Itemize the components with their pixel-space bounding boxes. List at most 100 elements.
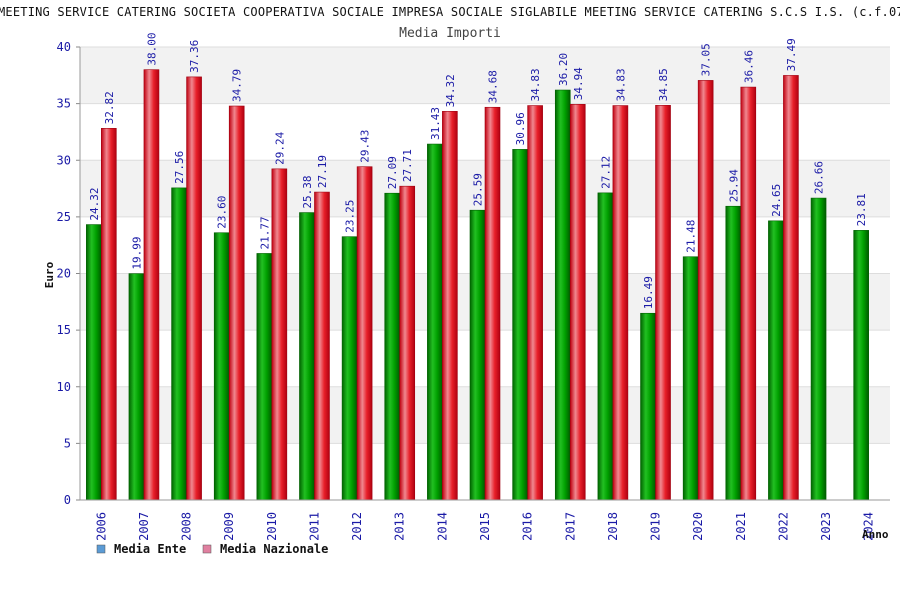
legend-swatch <box>96 544 106 554</box>
data-label: 27.56 <box>173 151 186 184</box>
bar-media-nazionale <box>612 105 629 501</box>
bar-media-ente <box>86 224 102 501</box>
x-tick-label: 2019 <box>649 512 663 541</box>
data-label: 25.59 <box>472 173 485 206</box>
data-label: 37.49 <box>785 38 798 71</box>
legend: Media Ente Media Nazionale <box>96 542 328 556</box>
data-label: 29.43 <box>359 130 372 163</box>
data-label: 29.24 <box>273 131 286 164</box>
data-label: 23.60 <box>216 196 229 229</box>
x-tick-label: 2013 <box>393 512 407 541</box>
value-labels: 24.32 32.82 19.99 38.00 27.56 37.36 23.60 34.79… <box>88 33 868 310</box>
data-label: 32.82 <box>103 91 116 124</box>
x-tick-label: 2010 <box>265 512 279 541</box>
data-label: 24.65 <box>770 184 783 217</box>
data-label: 34.32 <box>444 74 457 107</box>
bar-media-ente <box>554 89 571 501</box>
data-label: 34.79 <box>231 69 244 102</box>
bars <box>86 69 869 501</box>
bar-media-ente <box>853 230 869 501</box>
x-tick-label: 2015 <box>478 512 492 541</box>
bar-media-ente <box>171 187 187 501</box>
x-tick-label: 2023 <box>819 512 833 541</box>
bar-media-nazionale <box>697 80 714 501</box>
bar-media-ente <box>810 197 827 501</box>
data-label: 38.00 <box>145 33 158 66</box>
data-label: 21.77 <box>258 216 271 249</box>
axes: 0 5 10 15 20 25 30 35 40 2006 2007 2008 2009 2010 2011… <box>57 40 890 541</box>
bar-media-ente <box>427 143 443 501</box>
data-label: 25.38 <box>301 175 314 208</box>
y-tick-label: 30 <box>57 153 71 167</box>
bar-media-nazionale <box>399 185 416 501</box>
data-label: 36.20 <box>557 53 570 86</box>
bar-media-ente <box>725 205 742 501</box>
x-tick-label: 2022 <box>776 512 790 541</box>
bar-media-nazionale <box>569 104 586 501</box>
y-tick-label: 35 <box>57 97 71 111</box>
bar-media-nazionale <box>783 75 799 501</box>
data-label: 23.81 <box>855 193 868 226</box>
y-axis-label: Euro <box>43 261 56 288</box>
data-label: 27.09 <box>386 156 399 189</box>
data-label: 26.66 <box>813 161 826 194</box>
bar-media-nazionale <box>740 86 757 501</box>
data-label: 27.71 <box>401 149 414 182</box>
y-tick-label: 15 <box>57 323 71 337</box>
bar-media-ente <box>128 273 145 501</box>
x-tick-label: 2011 <box>307 512 321 541</box>
x-tick-label: 2024 <box>862 512 876 541</box>
y-tick-label: 40 <box>57 40 71 54</box>
data-label: 25.94 <box>727 169 740 202</box>
bar-media-ente <box>640 312 656 501</box>
header-title: MEETING SERVICE CATERING SOCIETA COOPERA… <box>0 5 900 19</box>
bar-media-nazionale <box>314 191 330 501</box>
x-tick-label: 2016 <box>521 512 535 541</box>
x-tick-label: 2018 <box>606 512 620 541</box>
data-label: 37.05 <box>700 43 713 76</box>
y-tick-label: 0 <box>64 493 71 507</box>
x-tick-label: 2007 <box>137 512 151 541</box>
x-axis-label: Anno <box>862 528 889 541</box>
data-label: 19.99 <box>130 236 143 269</box>
y-tick-label: 10 <box>57 380 71 394</box>
data-label: 24.32 <box>88 187 101 220</box>
bar-media-ente <box>384 192 401 501</box>
legend-swatch <box>202 544 212 554</box>
bar-media-ente <box>299 212 315 501</box>
bar-media-ente <box>512 149 528 501</box>
data-label: 27.12 <box>599 156 612 189</box>
x-tick-label: 2020 <box>691 512 705 541</box>
x-tick-label: 2009 <box>222 512 236 541</box>
bar-media-nazionale <box>442 111 458 501</box>
data-label: 23.25 <box>344 200 357 233</box>
bar-media-nazionale <box>655 105 671 501</box>
bar-media-nazionale <box>484 106 501 501</box>
bar-media-nazionale <box>527 105 543 501</box>
bar-media-nazionale <box>143 69 160 501</box>
data-label: 36.46 <box>742 50 755 83</box>
y-tick-label: 20 <box>57 267 71 281</box>
bar-media-ente <box>213 232 230 501</box>
y-tick-label: 5 <box>64 436 71 450</box>
legend-label: Media Nazionale <box>220 542 328 556</box>
bar-media-ente <box>341 236 358 501</box>
y-tick-label: 25 <box>57 210 71 224</box>
x-tick-label: 2006 <box>94 512 108 541</box>
data-label: 27.19 <box>316 155 329 188</box>
chart-title: Media Importi <box>399 26 501 41</box>
data-label: 21.48 <box>685 220 698 253</box>
bar-media-nazionale <box>186 76 202 501</box>
data-label: 37.36 <box>188 40 201 73</box>
legend-label: Media Ente <box>114 542 186 556</box>
bar-media-ente <box>469 209 486 501</box>
bar-media-nazionale <box>228 105 245 501</box>
data-label: 30.96 <box>514 112 527 145</box>
data-label: 34.83 <box>529 68 542 101</box>
x-tick-label: 2008 <box>180 512 194 541</box>
x-tick-label: 2012 <box>350 512 364 541</box>
bar-media-nazionale <box>271 168 288 501</box>
data-label: 31.43 <box>429 107 442 140</box>
